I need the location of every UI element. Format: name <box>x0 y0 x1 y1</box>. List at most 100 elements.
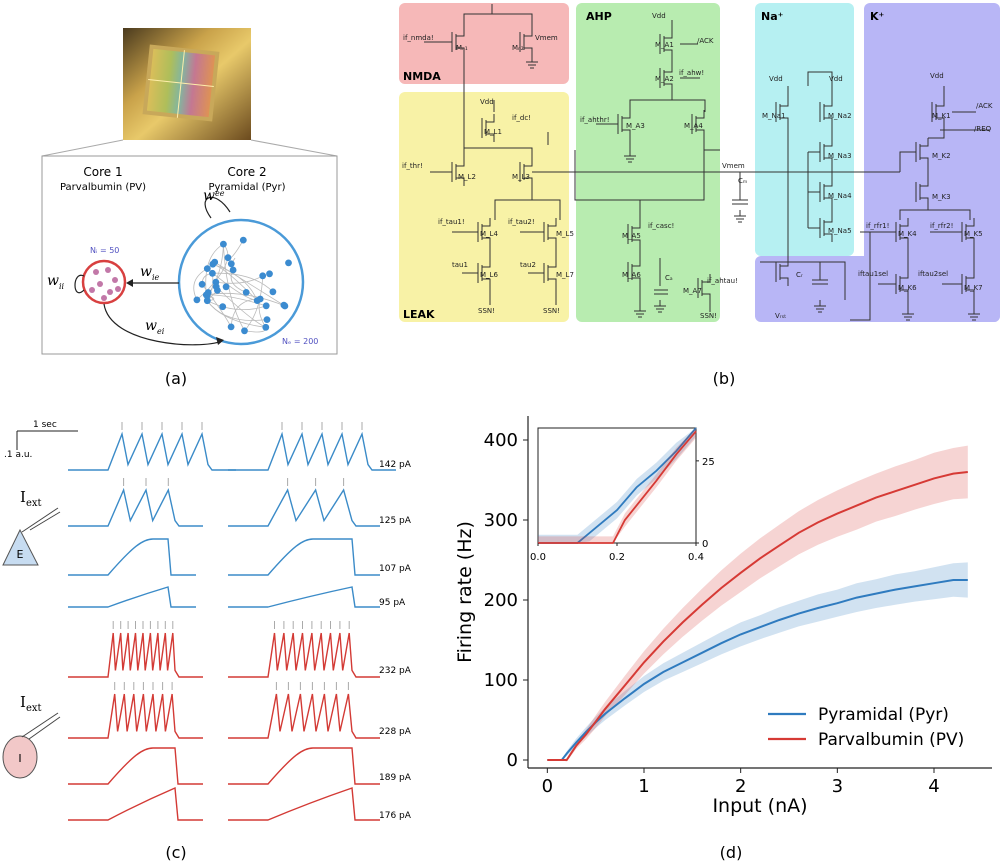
mosfet-ma2 <box>659 64 673 92</box>
y-tick-label: 300 <box>484 510 518 531</box>
na-block <box>755 3 854 256</box>
label-ca: Cₐ <box>665 274 673 282</box>
legend-label-pv: Parvalbumin (PV) <box>818 730 964 750</box>
label-req: /REQ <box>974 125 992 133</box>
legend-label-pyr: Pyramidal (Pyr) <box>818 705 949 725</box>
pyr-population <box>177 218 305 346</box>
label-if-thr: if_thr! <box>402 162 423 170</box>
label-cm: Cₘ <box>738 177 747 185</box>
wire <box>629 20 706 112</box>
caption-a: (a) <box>165 369 187 388</box>
wire <box>850 129 990 321</box>
mosfet-mr <box>775 258 789 286</box>
mosfet-ma6 <box>627 258 641 286</box>
pyr-neuron <box>269 288 277 296</box>
pyr-neuron <box>203 265 211 272</box>
mosfet-mn2 <box>519 28 533 56</box>
inset-x-tick-label: 0.4 <box>688 552 704 563</box>
wire <box>464 147 533 158</box>
pv-neuron <box>105 267 111 273</box>
pyr-neuron <box>222 283 230 291</box>
leak-block <box>399 92 569 322</box>
core1-title: Core 1 <box>83 165 122 179</box>
voltage-trace-6-right <box>228 693 380 739</box>
label-ml7: M_L7 <box>556 271 574 279</box>
pyr-neuron <box>281 302 289 310</box>
pyr-neuron <box>253 297 261 304</box>
scale-time: 1 sec <box>33 420 57 430</box>
x-tick-label: 0 <box>542 776 553 797</box>
label-cr: Cᵣ <box>796 271 803 279</box>
label-iftau2sel: iftau2sel <box>918 270 948 278</box>
pyr-neurons <box>193 236 292 335</box>
voltage-trace-5-right <box>228 632 380 678</box>
w-ei-label: wei <box>145 318 165 336</box>
pv-neuron <box>115 286 121 292</box>
mosfet-ma1 <box>659 30 673 58</box>
cell-i-label: I <box>18 752 21 765</box>
label-mna5: M_Na5 <box>828 227 852 235</box>
voltage-trace-8-left <box>68 786 203 821</box>
ground <box>526 56 538 69</box>
pyr-neuron <box>241 327 248 335</box>
label-if-dc: if_dc! <box>512 114 531 122</box>
panel-a: Core 1 Parvalbumin (PV) Core 2 Pyramidal… <box>41 28 338 388</box>
label-ml6: M_L6 <box>480 271 498 279</box>
mosfet-k1 <box>931 98 945 126</box>
mosfet-na2 <box>819 98 833 126</box>
nmda-label: NMDA <box>403 70 441 83</box>
label-ml4: M_L4 <box>480 230 498 238</box>
pyr-neuron <box>259 272 267 280</box>
ground <box>814 300 826 313</box>
pyr-neuron <box>239 236 247 244</box>
y-tick-label: 400 <box>484 430 518 451</box>
wire <box>899 206 971 220</box>
pyr-connection <box>223 244 245 331</box>
k-block <box>864 3 1000 322</box>
mosfet-na1 <box>775 98 789 126</box>
caption-b: (b) <box>713 369 736 388</box>
label-if-ahthr: if_ahthr! <box>580 116 610 124</box>
label-ssn-3: SSN! <box>700 312 717 320</box>
band-pyr <box>547 562 968 760</box>
label-mk3: M_K3 <box>932 193 951 201</box>
wire <box>907 246 975 308</box>
x-tick-label: 4 <box>928 776 939 797</box>
inset-x-tick-label: 0.2 <box>609 552 625 563</box>
inset-line-pyr <box>538 427 697 544</box>
label-mna4: M_Na4 <box>828 192 852 200</box>
voltage-trace-1-left <box>68 431 236 471</box>
ahp-label: AHP <box>586 10 612 23</box>
current-label-4: 95 pA <box>379 598 406 608</box>
ground <box>624 150 636 163</box>
label-ssn-1: SSN! <box>478 307 495 315</box>
pyr-connection <box>206 300 266 328</box>
pyr-neuron <box>220 240 227 248</box>
pyr-neuron <box>227 323 235 331</box>
label-vdd-na2: Vdd <box>829 75 843 83</box>
wire <box>452 231 544 274</box>
wire <box>596 123 631 150</box>
label-mna2: M_Na2 <box>828 112 852 120</box>
excitatory-cell: E Iext <box>2 488 61 566</box>
label-if-nmda: if_nmda! <box>403 34 434 42</box>
ni-label: Nᵢ = 50 <box>90 246 119 255</box>
x-tick-label: 3 <box>832 776 843 797</box>
label-tau1: tau1 <box>452 261 468 269</box>
label-if-ahtau: if_ahtau! <box>707 277 738 285</box>
pyr-neuron <box>209 269 216 277</box>
pv-neuron <box>93 269 99 275</box>
label-vdd-na1: Vdd <box>769 75 783 83</box>
label-ml3: M_L3 <box>512 173 530 181</box>
label-mna1: M_Na1 <box>762 112 786 120</box>
inset-x-tick-label: 0.0 <box>530 552 546 563</box>
pyr-neuron <box>262 323 270 331</box>
x-axis-label: Input (nA) <box>712 795 807 817</box>
current-label-2: 125 pA <box>379 516 412 526</box>
circuit-wires <box>424 4 990 321</box>
firing-rate-chart: 0 1 2 3 4 0 100 200 300 400 Input (nA) Firing rate … <box>454 416 992 817</box>
pyr-neuron <box>262 302 270 310</box>
inset-line-pv <box>538 430 697 544</box>
label-ack-k: /ACK <box>976 102 993 110</box>
panel-c: 1 sec .1 a.u. E Iext I Iext 142 pA 125 p… <box>2 420 412 862</box>
